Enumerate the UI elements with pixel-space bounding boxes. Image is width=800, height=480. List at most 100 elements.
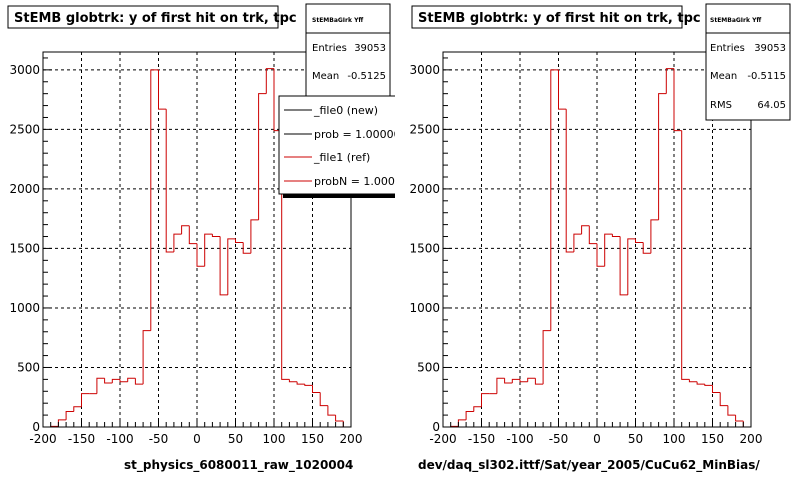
hist-bin [111,378,120,383]
hist-bin [96,377,105,394]
hist-bin [312,385,321,393]
hist-bin [534,378,544,385]
hist-bin [627,238,636,295]
y-tick-label: 0 [32,420,40,434]
hist-bin [550,69,559,331]
hist-bin [519,379,528,383]
hist-bin [558,69,567,110]
hist-bin [81,393,90,407]
y-tick-label: 2000 [9,182,40,196]
stats-title: StEMBaGIrk Yff [710,17,761,24]
hist-bin [319,392,328,407]
x-tick-label: 0 [593,432,601,446]
hist-bin [158,69,167,110]
chart-title: StEMB globtrk: y of first hit on trk, tp… [14,11,297,26]
hist-bin [281,130,290,380]
stats-mean-label: Mean [710,71,737,82]
x-tick-label: 50 [628,432,643,446]
x-tick-label: -150 [468,432,495,446]
hist-bin [581,225,590,235]
hist-bin [235,238,244,243]
x-tick-label: 200 [340,432,363,446]
hist-bin [527,377,536,382]
x-axis: -200 -150 -100 -50 0 50 100 150 200 [429,418,762,446]
hist-bin [588,225,597,245]
hist-bin [696,381,705,385]
hist-bin [673,68,682,132]
chart-title: StEMB globtrk: y of first hit on trk, tp… [418,11,701,26]
hist-bin [735,415,744,422]
y-tick-label: 0 [432,420,440,434]
hist-bin [596,243,605,267]
stats-entries-label: Entries [710,43,745,54]
hist-bin [296,381,305,385]
hist-bin [173,233,182,252]
hist-bin [665,68,674,94]
stats-title: StEMBaGIrk Yff [312,17,363,24]
hist-bin [504,378,513,384]
y-tick-label: 3000 [409,63,440,77]
legend-label-3: probN = 1.000000 [314,175,416,188]
legend-label-2: _file1 (ref) [313,151,370,164]
legend: _file0 (new) prob = 1.000000 _file1 (ref… [278,95,416,198]
panel-left: -200 -150 -100 -50 0 50 100 150 200 0 500 1000 1500… [7,3,416,473]
hist-bin [719,392,728,407]
hist-bin [604,233,613,267]
y-axis: 0 500 1000 1500 2000 2500 3000 [409,57,452,434]
x-tick-label: -150 [68,432,95,446]
y-tick-label: 1500 [9,241,40,255]
x-axis-label: st_physics_6080011_raw_1020004 [124,458,353,473]
hist-bin [650,219,659,254]
hist-bin [635,238,644,243]
hist-bin [219,236,228,296]
hist-bin [65,411,74,420]
x-tick-label: -100 [106,432,133,446]
x-tick-label: -200 [29,432,56,446]
hist-bin [465,411,474,420]
grid [43,52,351,427]
x-tick-label: 150 [701,432,724,446]
hist-bin [204,233,213,267]
hist-bin [511,378,520,383]
x-tick-label: 150 [301,432,324,446]
y-tick-label: 500 [17,360,40,374]
x-axis: -200 -150 -100 -50 0 50 100 150 200 [29,418,362,446]
title-box [7,5,279,29]
hist-bin [258,93,267,220]
stats-mean-value: -0.5115 [747,71,786,82]
hist-bin [242,242,251,254]
hist-bin [573,233,582,252]
hist-bin [681,130,690,380]
y-tick-label: 1500 [409,241,440,255]
hist-bin [142,330,151,385]
hist-bin [712,385,721,393]
x-axis-label: dev/daq_sl302.ittf/Sat/year_2005/CuCu62_… [418,458,760,473]
hist-bin [642,242,651,254]
hist-bin [335,415,344,422]
hist-bin [119,379,128,383]
hist-bin [250,219,259,254]
hist-bin [727,405,736,416]
legend-label-1: prob = 1.000000 [314,128,408,141]
stats-mean-label: Mean [312,71,339,82]
hist-bin [227,238,236,295]
hist-bin [304,384,313,386]
y-tick-label: 2500 [409,122,440,136]
legend-label-0: _file0 (new) [313,104,378,117]
y-tick-label: 1000 [409,301,440,315]
histogram [450,68,744,427]
hist-bin [496,377,505,394]
x-tick-label: 200 [740,432,763,446]
stats-mean-value: -0.5125 [347,71,386,82]
hist-bin [288,379,298,383]
stats-entries-label: Entries [312,43,347,54]
x-tick-label: -200 [429,432,456,446]
hist-bin [165,109,174,253]
hist-bin [658,93,667,220]
stats-rms-value: 64.05 [757,100,786,111]
hist-bin [704,384,713,386]
hist-bin [181,225,190,235]
hist-bin [73,406,82,412]
hist-bin [611,234,621,238]
hist-bin [134,378,144,385]
